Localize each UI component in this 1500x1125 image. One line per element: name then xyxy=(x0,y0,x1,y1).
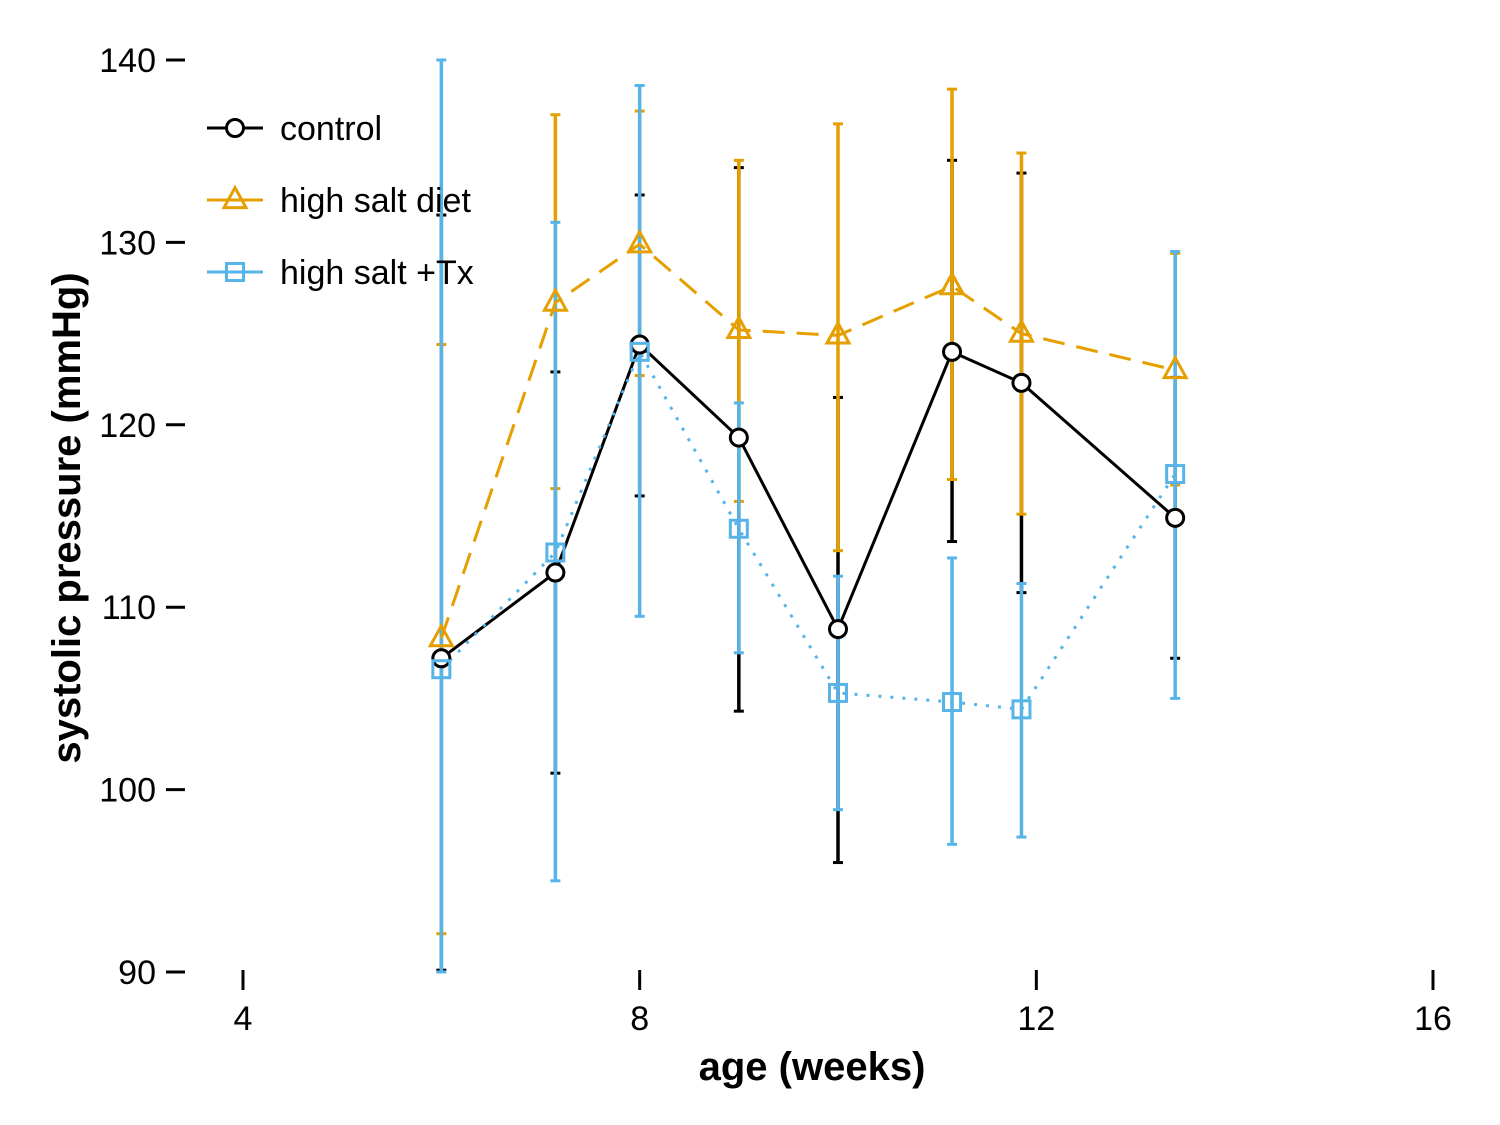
data-point-square xyxy=(1011,699,1032,720)
data-point-square xyxy=(942,692,963,713)
series-markers-2 xyxy=(431,341,1186,720)
data-point-triangle xyxy=(541,287,569,312)
data-point-circle xyxy=(728,427,749,448)
data-point-circle xyxy=(1165,507,1186,528)
data-point-circle xyxy=(431,648,452,669)
data-point-triangle xyxy=(427,622,455,648)
y-axis: 90 100 110 120 130 140 xyxy=(99,42,185,992)
series-layer xyxy=(427,58,1189,974)
data-point-triangle xyxy=(938,270,966,296)
x-tick-label: 8 xyxy=(630,1000,649,1038)
y-axis-title: systolic pressure (mmHg) xyxy=(45,272,89,763)
data-point-square xyxy=(1165,464,1186,485)
y-tick-label: 110 xyxy=(102,589,156,627)
data-point-triangle xyxy=(626,228,654,254)
error-bars-0 xyxy=(436,158,1181,972)
data-point-square xyxy=(545,542,566,563)
y-tick-label: 130 xyxy=(99,224,156,262)
data-point-triangle xyxy=(1161,354,1189,380)
data-point-triangle xyxy=(725,314,753,340)
data-point-circle xyxy=(942,341,963,362)
data-point-triangle xyxy=(221,184,249,210)
y-tick-label: 140 xyxy=(99,42,156,80)
data-point-circle xyxy=(225,118,245,138)
data-point-square xyxy=(225,262,245,282)
legend-label: high salt diet xyxy=(280,182,471,220)
legend-label: control xyxy=(280,110,382,148)
x-tick-label: 16 xyxy=(1414,1000,1452,1038)
data-point-square xyxy=(431,659,452,680)
x-axis: 4 8 12 16 xyxy=(234,970,1452,1038)
y-tick-label: 90 xyxy=(118,954,156,992)
data-point-circle xyxy=(828,619,848,640)
data-point-square xyxy=(728,518,749,539)
data-point-square xyxy=(629,341,650,362)
series-markers-0 xyxy=(431,334,1186,669)
x-tick-label: 12 xyxy=(1017,1000,1055,1038)
series-markers-1 xyxy=(427,228,1189,648)
legend: control high salt diet high salt +Tx xyxy=(207,110,474,292)
data-point-circle xyxy=(545,562,566,583)
data-point-square xyxy=(828,682,848,703)
legend-label: high salt +Tx xyxy=(280,254,474,292)
error-bars-1 xyxy=(436,87,1181,936)
series-line-0 xyxy=(440,343,1177,660)
x-axis-title: age (weeks) xyxy=(699,1045,926,1089)
error-bars-2 xyxy=(436,58,1181,974)
data-point-triangle xyxy=(824,319,852,345)
y-tick-label: 120 xyxy=(99,407,156,445)
data-point-triangle xyxy=(1007,318,1035,343)
data-point-circle xyxy=(1011,372,1032,393)
x-tick-label: 4 xyxy=(234,1000,253,1038)
y-tick-label: 100 xyxy=(99,772,156,810)
series-line-2 xyxy=(440,350,1177,711)
